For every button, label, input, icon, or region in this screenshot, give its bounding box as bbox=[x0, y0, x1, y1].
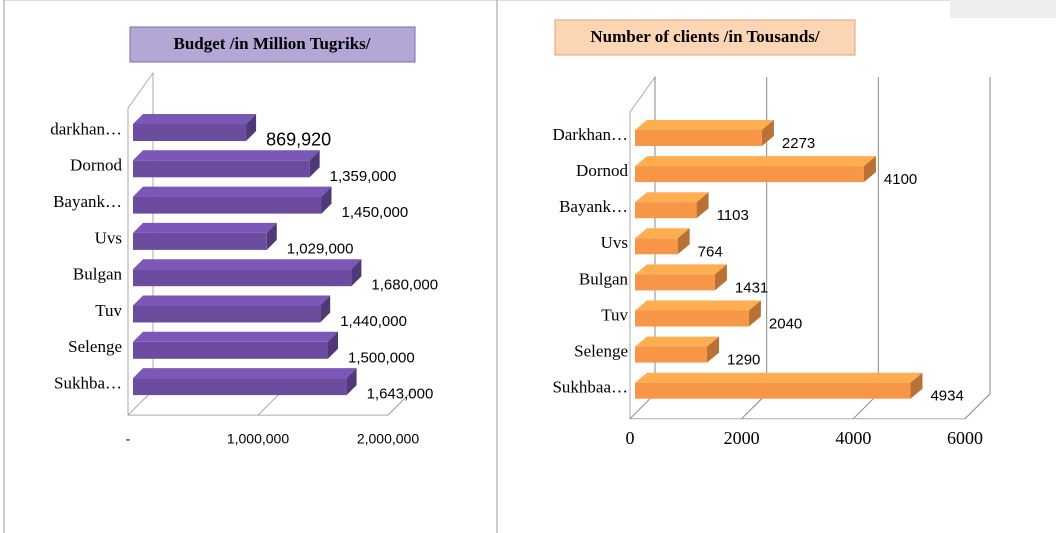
value-label: 1,450,000 bbox=[342, 204, 409, 221]
y-tick-label: Tuv bbox=[601, 305, 628, 324]
y-tick-label: Bulgan bbox=[579, 269, 629, 288]
bar-top bbox=[635, 120, 774, 130]
y-tick-label: Bayank… bbox=[53, 192, 122, 211]
y-tick-label: Bulgan bbox=[73, 265, 123, 284]
tick-mark bbox=[387, 389, 414, 416]
grid-line bbox=[964, 77, 991, 420]
value-label: 764 bbox=[698, 243, 723, 260]
y-tick-label: darkhan… bbox=[50, 119, 122, 138]
bar bbox=[133, 124, 247, 141]
bar-end bbox=[714, 264, 727, 291]
value-label: 4934 bbox=[930, 388, 963, 405]
bar bbox=[133, 269, 352, 287]
bar bbox=[635, 238, 678, 255]
y-tick-label: Tuv bbox=[95, 301, 122, 320]
bar bbox=[635, 130, 762, 146]
y-tick-label: Bayank… bbox=[559, 197, 628, 216]
bar bbox=[635, 274, 715, 291]
value-label: 1103 bbox=[717, 207, 749, 224]
y-tick-label: Sukhba… bbox=[54, 374, 122, 393]
bar-top bbox=[635, 228, 690, 239]
bar-top bbox=[635, 372, 923, 383]
y-tick-label: Selenge bbox=[68, 337, 122, 356]
bar-end bbox=[321, 186, 332, 214]
value-label: 1431 bbox=[735, 279, 768, 296]
y-tick-label: Uvs bbox=[601, 233, 628, 252]
x-tick-label: 1,000,000 bbox=[227, 431, 289, 447]
y-tick-label: Selenge bbox=[574, 342, 628, 361]
bar-end bbox=[328, 331, 338, 359]
bar-top bbox=[133, 222, 277, 233]
bar bbox=[635, 310, 749, 327]
bar bbox=[635, 382, 911, 399]
y-tick-label: Uvs bbox=[95, 228, 122, 247]
x-tick-label: 2000 bbox=[724, 428, 760, 448]
chart-title: Number of clients /in Tousands/ bbox=[590, 27, 820, 46]
x-tick-label: - bbox=[126, 431, 131, 447]
value-label: 2040 bbox=[769, 315, 802, 332]
bar bbox=[635, 346, 708, 363]
x-tick-label: 6000 bbox=[947, 428, 983, 448]
value-label: 1,680,000 bbox=[371, 277, 438, 294]
bar-top bbox=[635, 336, 720, 347]
bar-top bbox=[635, 192, 709, 203]
bar bbox=[133, 160, 310, 178]
value-label: 4100 bbox=[884, 171, 917, 188]
bar-end bbox=[863, 156, 876, 183]
title-box bbox=[129, 26, 416, 63]
corner-box bbox=[950, 0, 1056, 18]
value-label: 2273 bbox=[782, 135, 815, 152]
bar-top bbox=[635, 264, 727, 275]
x-tick-label: 2,000,000 bbox=[357, 431, 419, 447]
bar bbox=[133, 378, 347, 396]
bar-top bbox=[133, 331, 338, 342]
value-label: 1,500,000 bbox=[348, 349, 415, 366]
value-label: 1290 bbox=[727, 352, 760, 369]
grid-line bbox=[852, 77, 879, 420]
value-label: 1,440,000 bbox=[340, 313, 407, 330]
chart-title: Budget /in Million Tugriks/ bbox=[174, 34, 371, 53]
bar-end bbox=[910, 372, 923, 399]
bar-top bbox=[133, 259, 362, 270]
bar bbox=[133, 305, 321, 323]
bar-end bbox=[320, 295, 331, 323]
x-tick-label: 0 bbox=[626, 428, 635, 448]
bar-end bbox=[266, 222, 277, 250]
value-label: 1,643,000 bbox=[367, 386, 434, 403]
title-box bbox=[554, 19, 856, 56]
bar-top bbox=[133, 295, 331, 306]
bar-end bbox=[748, 300, 761, 327]
value-label: 869,920 bbox=[266, 129, 331, 149]
bar-top bbox=[635, 156, 876, 167]
bar-end bbox=[309, 150, 320, 178]
bar-end bbox=[761, 120, 774, 146]
bar-end bbox=[246, 114, 257, 141]
bar-top bbox=[133, 186, 332, 197]
bar-end bbox=[677, 228, 690, 255]
value-label: 1,359,000 bbox=[330, 168, 397, 185]
bar bbox=[133, 341, 328, 359]
bar-top bbox=[133, 150, 320, 161]
bar bbox=[133, 232, 267, 250]
bar-end bbox=[696, 192, 709, 219]
x-tick-label: 4000 bbox=[835, 428, 871, 448]
bar bbox=[133, 196, 322, 214]
y-tick-label: Sukhbaa… bbox=[552, 378, 628, 397]
bar-end bbox=[346, 368, 357, 396]
bar-top bbox=[133, 368, 357, 379]
y-tick-label: Dornod bbox=[70, 156, 122, 175]
value-label: 1,029,000 bbox=[287, 240, 354, 257]
bar bbox=[635, 166, 864, 183]
y-tick-label: Dornod bbox=[576, 161, 628, 180]
bar bbox=[635, 202, 697, 219]
bar-top bbox=[635, 300, 761, 311]
bar-end bbox=[707, 336, 720, 363]
y-tick-label: Darkhan… bbox=[552, 125, 628, 144]
bar-top bbox=[133, 114, 257, 124]
bar-end bbox=[351, 259, 362, 287]
